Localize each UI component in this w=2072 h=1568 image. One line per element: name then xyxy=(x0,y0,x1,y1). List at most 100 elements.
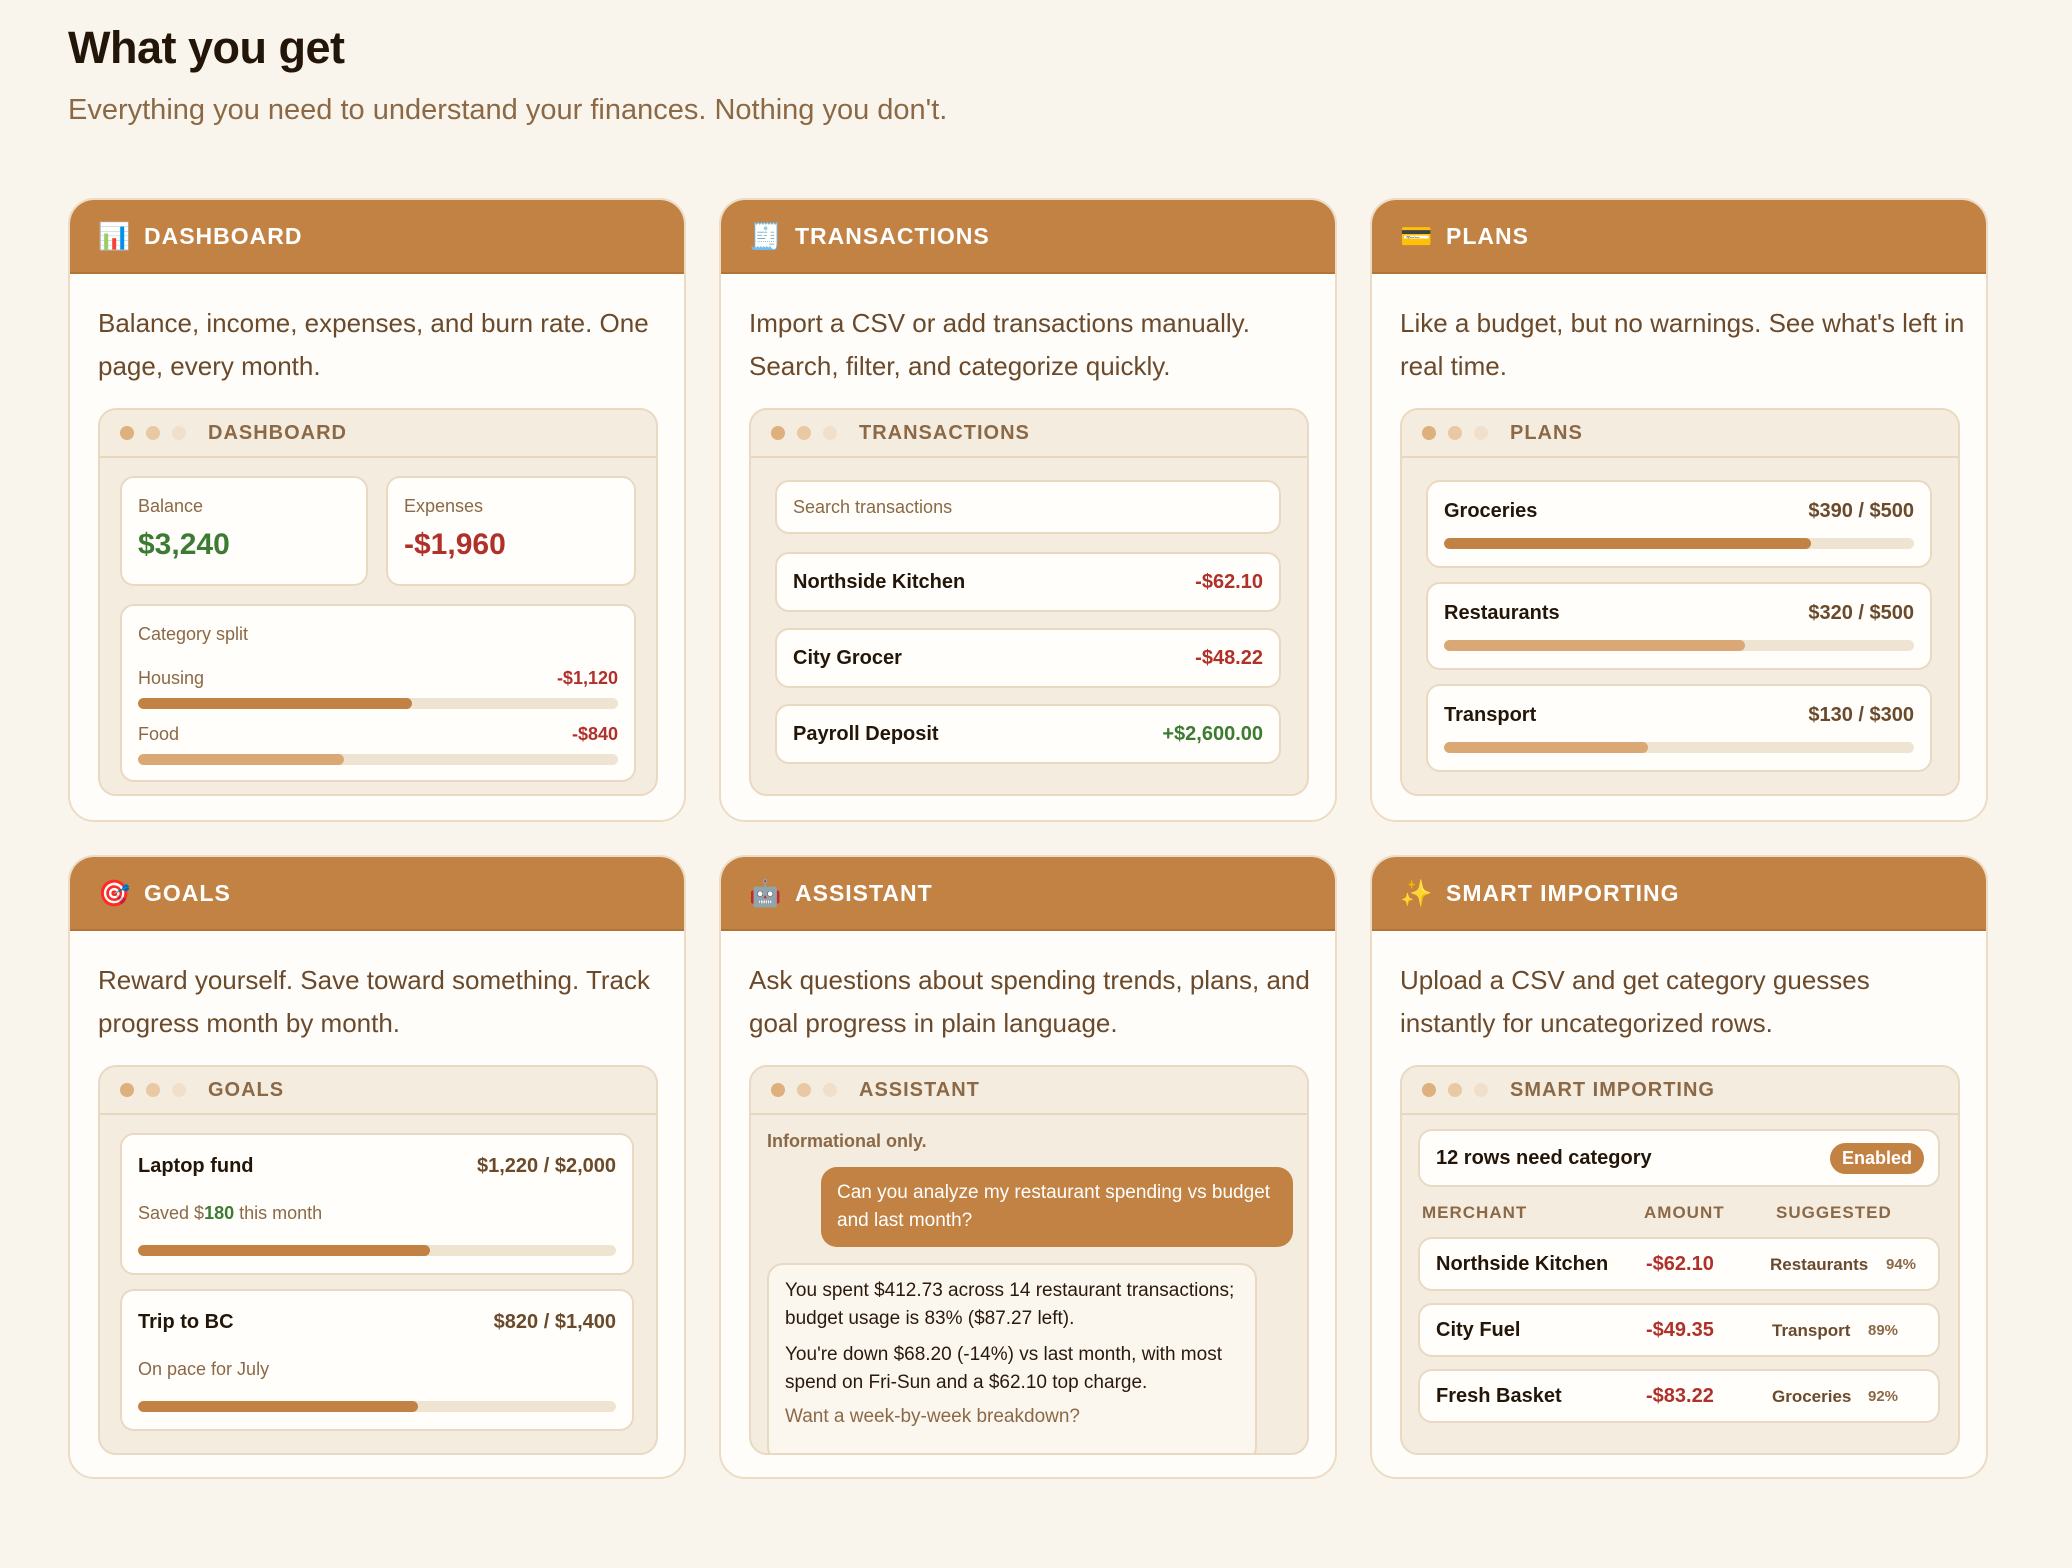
plan-name: Transport xyxy=(1444,704,1537,726)
transaction-row[interactable]: Payroll Deposit +$2,600.00 xyxy=(775,704,1281,764)
import-merchant: Fresh Basket xyxy=(1436,1385,1562,1407)
import-row[interactable]: Northside Kitchen -$62.10 Restaurants 94… xyxy=(1418,1237,1940,1291)
search-input[interactable]: Search transactions xyxy=(775,480,1281,534)
dashboard-preview-window: DASHBOARD Balance $3,240 Expenses -$1,96… xyxy=(98,408,658,796)
page-title: What you get xyxy=(68,22,345,73)
assistant-description: Ask questions about spending trends, pla… xyxy=(749,965,1310,1038)
import-category: Groceries xyxy=(1772,1387,1852,1406)
goal-item[interactable]: Laptop fund $1,220 / $2,000 Saved $180 t… xyxy=(120,1133,634,1275)
import-amount: -$62.10 xyxy=(1646,1253,1714,1275)
target-icon: 🎯 xyxy=(98,877,132,908)
plan-value: $130 / $300 xyxy=(1808,704,1914,726)
plan-progress-fill xyxy=(1444,742,1648,753)
balance-tile: Balance $3,240 xyxy=(120,476,368,586)
plan-progress-bar xyxy=(1444,640,1914,651)
import-row[interactable]: City Fuel -$49.35 Transport 89% xyxy=(1418,1303,1940,1357)
bar-chart-icon: 📊 xyxy=(98,220,132,251)
transaction-name: City Grocer xyxy=(793,646,902,669)
assistant-followup-link[interactable]: Want a week-by-week breakdown? xyxy=(785,1406,1080,1427)
window-dot-icon xyxy=(1422,426,1436,440)
goal-value: $820 / $1,400 xyxy=(493,1311,616,1333)
goals-card: 🎯 GOALS Reward yourself. Save toward som… xyxy=(68,855,686,1479)
window-dot-icon xyxy=(120,426,134,440)
window-titlebar: TRANSACTIONS xyxy=(751,410,1307,458)
category-amount: -$1,120 xyxy=(556,668,618,688)
import-confidence: 92% xyxy=(1868,1388,1899,1405)
plan-name: Groceries xyxy=(1444,500,1538,522)
import-status-row: 12 rows need category Enabled xyxy=(1418,1129,1940,1187)
smart-importing-card-title: SMART IMPORTING xyxy=(1446,879,1680,906)
window-dot-icon xyxy=(1474,1083,1488,1097)
plans-card: 💳 PLANS Like a budget, but no warnings. … xyxy=(1370,198,1988,822)
window-dot-icon xyxy=(120,1083,134,1097)
window-dot-icon xyxy=(797,426,811,440)
goals-card-title: GOALS xyxy=(144,879,231,906)
import-amount: -$83.22 xyxy=(1646,1385,1714,1407)
goal-progress-fill xyxy=(138,1401,419,1412)
transaction-row[interactable]: City Grocer -$48.22 xyxy=(775,628,1281,688)
transaction-amount: +$2,600.00 xyxy=(1162,722,1263,745)
window-dot-icon xyxy=(1448,1083,1462,1097)
import-row[interactable]: Fresh Basket -$83.22 Groceries 92% xyxy=(1418,1369,1940,1423)
window-dot-icon xyxy=(146,1083,160,1097)
window-titlebar: ASSISTANT xyxy=(751,1067,1307,1115)
window-titlebar: SMART IMPORTING xyxy=(1402,1067,1958,1115)
column-header-amount: AMOUNT xyxy=(1644,1203,1725,1222)
transactions-card-title: TRANSACTIONS xyxy=(795,222,990,249)
assistant-card-header: 🤖 ASSISTANT xyxy=(721,857,1335,931)
category-name: Housing xyxy=(138,668,205,688)
transactions-card-header: 🧾 TRANSACTIONS xyxy=(721,200,1335,274)
enabled-badge[interactable]: Enabled xyxy=(1829,1143,1924,1174)
import-status-text: 12 rows need category xyxy=(1436,1147,1652,1169)
window-dot-icon xyxy=(1448,426,1462,440)
category-name: Food xyxy=(138,724,180,744)
goal-item[interactable]: Trip to BC $820 / $1,400 On pace for Jul… xyxy=(120,1289,634,1431)
smart-importing-card: ✨ SMART IMPORTING Upload a CSV and get c… xyxy=(1370,855,1988,1479)
plan-value: $320 / $500 xyxy=(1808,602,1914,624)
assistant-reply-bubble: You spent $412.73 across 14 restaurant t… xyxy=(767,1263,1257,1453)
balance-label: Balance xyxy=(138,496,204,516)
expenses-label: Expenses xyxy=(404,496,484,516)
sparkles-icon: ✨ xyxy=(1400,877,1434,908)
window-title: GOALS xyxy=(208,1078,285,1101)
plan-name: Restaurants xyxy=(1444,602,1560,624)
assistant-card: 🤖 ASSISTANT Ask questions about spending… xyxy=(719,855,1337,1479)
window-titlebar: DASHBOARD xyxy=(100,410,656,458)
plan-item[interactable]: Groceries $390 / $500 xyxy=(1426,480,1932,568)
plan-item[interactable]: Restaurants $320 / $500 xyxy=(1426,582,1932,670)
goal-subtext: Saved $180 this month xyxy=(138,1203,323,1223)
transaction-amount: -$48.22 xyxy=(1195,646,1263,669)
assistant-disclaimer: Informational only. xyxy=(767,1131,927,1151)
credit-card-icon: 💳 xyxy=(1400,220,1434,251)
category-amount: -$840 xyxy=(571,724,618,744)
plan-item[interactable]: Transport $130 / $300 xyxy=(1426,684,1932,772)
import-merchant: City Fuel xyxy=(1436,1319,1521,1341)
window-dot-icon xyxy=(146,426,160,440)
assistant-reply-paragraph: You're down $68.20 (-14%) vs last month,… xyxy=(785,1344,1222,1393)
assistant-reply-paragraph: You spent $412.73 across 14 restaurant t… xyxy=(785,1280,1235,1329)
window-dot-icon xyxy=(172,1083,186,1097)
window-dot-icon xyxy=(797,1083,811,1097)
assistant-card-title: ASSISTANT xyxy=(795,879,933,906)
plans-card-header: 💳 PLANS xyxy=(1372,200,1986,274)
category-bar-fill xyxy=(138,698,412,709)
page-subtitle: Everything you need to understand your f… xyxy=(68,94,948,126)
transactions-description: Import a CSV or add transactions manuall… xyxy=(749,308,1250,381)
column-header-suggested: SUGGESTED xyxy=(1776,1203,1892,1222)
receipt-icon: 🧾 xyxy=(749,220,783,251)
expenses-value: -$1,960 xyxy=(404,528,506,561)
goal-value: $1,220 / $2,000 xyxy=(476,1155,616,1177)
goal-progress-bar xyxy=(138,1245,616,1256)
column-header-merchant: MERCHANT xyxy=(1422,1203,1528,1222)
plan-value: $390 / $500 xyxy=(1808,500,1914,522)
plans-card-title: PLANS xyxy=(1446,222,1529,249)
balance-value: $3,240 xyxy=(138,528,230,561)
smart-importing-card-header: ✨ SMART IMPORTING xyxy=(1372,857,1986,931)
goal-name: Trip to BC xyxy=(138,1311,234,1333)
plan-progress-fill xyxy=(1444,538,1811,549)
category-split-label: Category split xyxy=(138,624,249,644)
goal-progress-fill xyxy=(138,1245,430,1256)
goal-subtext: On pace for July xyxy=(138,1359,270,1379)
user-message-text: Can you analyze my restaurant spending v… xyxy=(837,1182,1271,1231)
transaction-row[interactable]: Northside Kitchen -$62.10 xyxy=(775,552,1281,612)
